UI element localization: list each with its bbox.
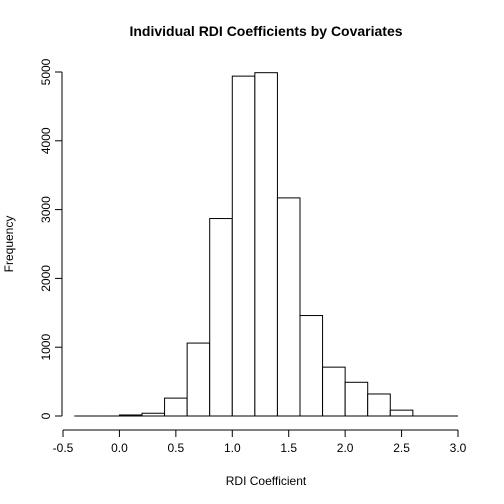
y-tick-label: 1000	[39, 334, 53, 361]
y-tick-label: 5000	[39, 58, 53, 85]
histogram-bar	[209, 218, 233, 417]
y-axis-label: Frequency	[2, 216, 16, 273]
x-tick-label: 0.5	[168, 441, 185, 455]
histogram-bar	[276, 197, 301, 417]
histogram-bar	[344, 381, 369, 417]
x-axis-ticks: -0.5 0.0 0.5 1.0 1.5 2.0 2.5 3.0	[53, 430, 467, 455]
x-tick-label: 0.0	[111, 441, 128, 455]
histogram-bar	[118, 414, 143, 417]
y-tick-label: 4000	[39, 127, 53, 154]
histogram-bar	[389, 409, 414, 417]
x-tick-label: 1.0	[224, 441, 241, 455]
histogram-bar	[164, 397, 188, 417]
x-tick-label: 1.5	[280, 441, 297, 455]
x-tick-label: 3.0	[450, 441, 467, 455]
bars-group	[74, 72, 458, 417]
chart-title: Individual RDI Coefficients by Covariate…	[129, 23, 402, 39]
y-axis-ticks: 0 1000 2000 3000 4000 5000	[39, 58, 62, 419]
histogram-bar	[231, 75, 256, 417]
histogram-bar	[322, 366, 346, 417]
histogram-bar	[141, 412, 166, 417]
x-tick-label: -0.5	[53, 441, 74, 455]
histogram-bar	[299, 315, 324, 417]
y-tick-label: 3000	[39, 196, 53, 223]
histogram-bar	[367, 393, 391, 417]
y-tick-label: 2000	[39, 265, 53, 292]
x-tick-label: 2.5	[393, 441, 410, 455]
histogram-bar	[186, 342, 211, 417]
y-tick-label: 0	[39, 412, 53, 419]
x-axis-label: RDI Coefficient	[226, 474, 307, 488]
histogram-bar	[254, 72, 278, 417]
x-tick-label: 2.0	[337, 441, 354, 455]
